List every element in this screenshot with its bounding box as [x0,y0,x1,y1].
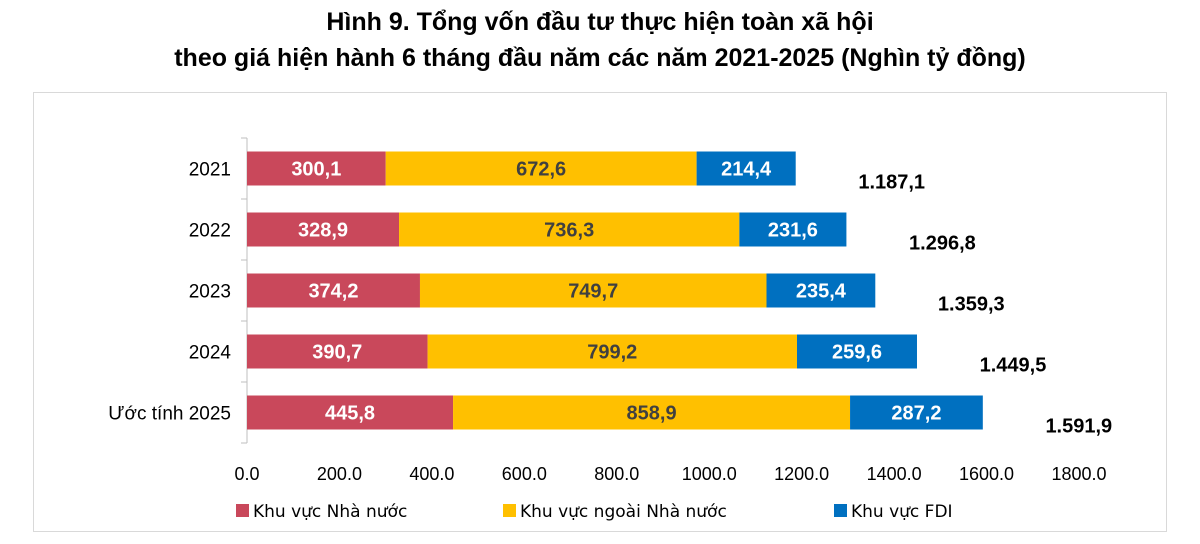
bar-segment [796,334,917,369]
total-label: 1.296,8 [909,233,976,255]
total-label: 1.359,3 [938,294,1005,316]
legend-swatch [236,504,249,517]
chart-title-line-2: theo giá hiện hành 6 tháng đầu năm các n… [174,44,1026,72]
data-label: 749,7 [568,281,618,303]
data-label: 300,1 [291,159,341,181]
bar-segment [419,273,767,308]
legend-swatch [834,504,847,517]
x-tick-label: 600.0 [502,464,547,484]
bar-segment [247,151,386,186]
legend-label: Khu vực Nhà nước [253,502,407,522]
x-tick-label: 1600.0 [959,464,1014,484]
category-label: 2022 [189,221,231,242]
category-label: 2023 [189,282,231,303]
bar-segment [766,273,876,308]
data-label: 858,9 [627,403,677,425]
x-tick-label: 1800.0 [1051,464,1106,484]
data-label: 231,6 [768,220,818,242]
total-label: 1.449,5 [980,355,1047,377]
bar-segment [850,395,983,430]
data-label: 287,2 [891,403,941,425]
bar-segment [247,395,454,430]
data-label: 374,2 [308,281,358,303]
total-label: 1.187,1 [858,172,925,194]
bar-segment [739,212,847,247]
data-label: 390,7 [312,342,362,364]
data-label: 799,2 [587,342,637,364]
x-tick-label: 800.0 [594,464,639,484]
data-label: 445,8 [325,403,375,425]
bar-segment [427,334,797,369]
bar-segment [247,334,428,369]
bar-segment [696,151,796,186]
data-label: 259,6 [832,342,882,364]
x-tick-label: 0.0 [234,464,259,484]
chart-title-line-1: Hình 9. Tổng vốn đầu tư thực hiện toàn x… [326,8,874,36]
data-label: 328,9 [298,220,348,242]
data-label: 672,6 [516,159,566,181]
category-label: 2024 [189,343,232,364]
chart-frame [33,92,1167,532]
bar-segment [385,151,697,186]
bar-segment [247,273,420,308]
x-tick-label: 1000.0 [682,464,737,484]
data-label: 214,4 [721,159,772,181]
legend-swatch [503,504,516,517]
bar-segment [247,212,400,247]
legend-label: Khu vực FDI [851,502,953,522]
data-label: 235,4 [796,281,847,303]
legend-label: Khu vực ngoài Nhà nước [520,502,727,522]
bar-segment [399,212,740,247]
chart-title: Hình 9. Tổng vốn đầu tư thực hiện toàn x… [0,4,1200,76]
bar-segment [453,395,851,430]
total-label: 1.591,9 [1045,416,1112,438]
category-label: 2021 [189,160,231,181]
category-label: Ước tính 2025 [108,404,231,425]
x-tick-label: 200.0 [317,464,362,484]
data-label: 736,3 [544,220,594,242]
x-tick-label: 400.0 [409,464,454,484]
x-tick-label: 1400.0 [867,464,922,484]
x-tick-label: 1200.0 [774,464,829,484]
